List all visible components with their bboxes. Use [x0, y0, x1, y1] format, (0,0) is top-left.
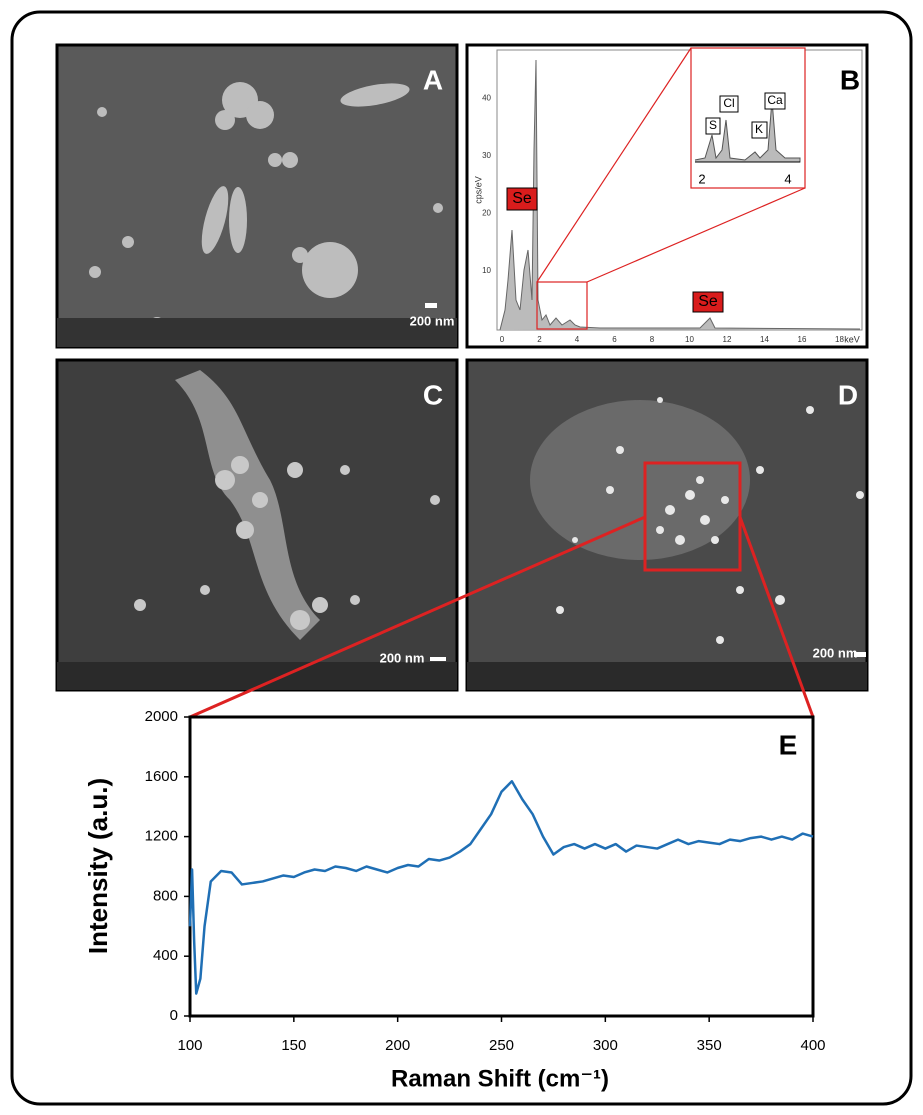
- info-bar: [57, 318, 457, 347]
- scale-label: 200 nm: [813, 645, 858, 660]
- panel-letter: B: [840, 64, 860, 95]
- y-axis-label: Intensity (a.u.): [83, 778, 113, 954]
- plot-area: [188, 715, 815, 1018]
- info-bar: [57, 662, 457, 690]
- scale-bar: [854, 652, 866, 657]
- spectrum-ticks: 0 2 4 6 8 10 12 14 16 18 10 20 30 40: [482, 94, 844, 345]
- x-tick-label: 400: [800, 1037, 825, 1054]
- zoom-line: [536, 47, 692, 283]
- spectrum-x-tick-label: 18: [835, 335, 844, 344]
- x-tick-label: 150: [281, 1037, 306, 1054]
- panel-b: 2 4 S Cl K Ca Se Se cps/eV keV 0 2 4 6 8 10 12…: [465, 43, 869, 349]
- scale-label: 200 nm: [410, 313, 455, 328]
- y-tick-label: 1600: [145, 768, 178, 785]
- x-tick-label: 100: [177, 1037, 202, 1054]
- spectrum-y-tick-label: 20: [482, 209, 491, 218]
- y-tick-label: 2000: [145, 708, 178, 725]
- peak-label: K: [755, 122, 763, 136]
- particles: [134, 456, 440, 630]
- spectrum-y-tick-label: 30: [482, 151, 491, 160]
- spectrum-y-tick-label: 40: [482, 94, 491, 103]
- info-bar: [467, 662, 867, 690]
- element-label: Se: [512, 190, 532, 207]
- y-tick-label: 800: [153, 887, 178, 904]
- element-box: [692, 291, 724, 313]
- scale-bar: [430, 657, 446, 661]
- scale-bar: [425, 303, 437, 308]
- spectrum-x-tick-label: 4: [575, 335, 580, 344]
- spectrum-x-tick-label: 14: [760, 335, 769, 344]
- panel-d: 200 nm D: [465, 358, 869, 692]
- element-label: Se: [698, 293, 718, 310]
- inset-tick-label: 4: [784, 171, 791, 186]
- x-tick-label: 350: [697, 1037, 722, 1054]
- zoom-line: [738, 516, 815, 718]
- spectrum: [499, 59, 861, 331]
- y-tick-label: 1200: [145, 828, 178, 845]
- scale-label: 200 nm: [380, 650, 425, 665]
- spectrum-x-tick-label: 0: [500, 335, 505, 344]
- panel-a: 200 nm A: [55, 43, 459, 349]
- spectrum-x-tick-label: 16: [798, 335, 807, 344]
- inset-peak-labels: S Cl K Ca: [705, 92, 786, 139]
- panel-e: E Raman Shift (cm⁻¹) Intensity (a.u.) 0 4…: [83, 708, 826, 1092]
- inset-tick-label: 2: [698, 171, 705, 186]
- spectrum-y-tick-label: 10: [482, 266, 491, 275]
- x-axis-label: Raman Shift (cm⁻¹): [391, 1065, 609, 1092]
- data-line: [188, 780, 814, 995]
- zoom-box: [536, 281, 588, 330]
- panel-letter: C: [423, 379, 443, 410]
- spectrum-x-tick-label: 12: [723, 335, 732, 344]
- zoom-box: [643, 461, 742, 572]
- cell-cluster: [175, 370, 320, 640]
- peak-label: S: [709, 118, 717, 132]
- spectrum-x-tick-label: 2: [537, 335, 542, 344]
- peak-label: Cl: [723, 96, 734, 110]
- element-box: [506, 187, 538, 211]
- x-tick-label: 300: [593, 1037, 618, 1054]
- panel-letter: D: [838, 379, 858, 410]
- y-tick-label: 400: [153, 947, 178, 964]
- spectrum-axes: [496, 49, 863, 331]
- panel-c: 200 nm C: [55, 358, 459, 692]
- spectrum-x-tick-label: 10: [685, 335, 694, 344]
- zoom-line: [586, 187, 806, 283]
- inset-spectrum: [694, 99, 801, 163]
- x-tick-label: 200: [385, 1037, 410, 1054]
- y-axis-label: cps/eV: [473, 176, 483, 204]
- x-tick-label: 250: [489, 1037, 514, 1054]
- particles: [89, 82, 443, 333]
- spectrum-x-tick-label: 8: [650, 335, 655, 344]
- y-tick-label: 0: [170, 1007, 178, 1024]
- particles: [556, 397, 864, 644]
- panel-letter: E: [779, 729, 798, 760]
- spectrum-x-tick-label: 6: [612, 335, 617, 344]
- peak-label: Ca: [767, 93, 783, 107]
- cell: [530, 400, 750, 560]
- panel-letter: A: [423, 64, 443, 95]
- zoom-line: [189, 515, 646, 719]
- x-axis-label: keV: [844, 334, 860, 344]
